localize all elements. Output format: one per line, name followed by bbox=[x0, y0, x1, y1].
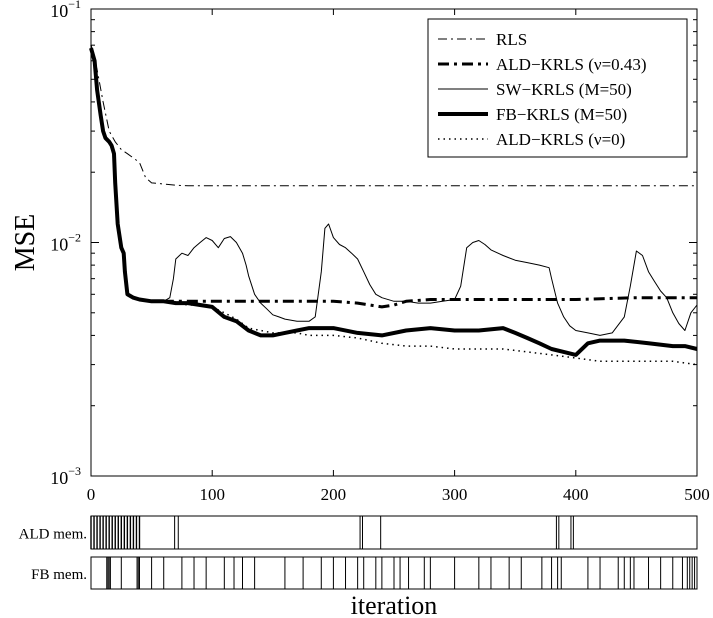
x-tick-label: 300 bbox=[442, 485, 468, 504]
legend-label-sw-krls-m-50: SW−KRLS (M=50) bbox=[496, 80, 632, 99]
fb-strip-label: FB mem. bbox=[31, 567, 87, 583]
x-axis-label: iteration bbox=[351, 591, 438, 618]
y-tick-label: 10−3 bbox=[50, 464, 81, 488]
mse-chart: 0 100 200 300 400 500 10−3 10−2 10−1 MSE RLS ALD−… bbox=[10, 0, 710, 504]
x-tick-label: 200 bbox=[321, 485, 347, 504]
legend-box bbox=[427, 18, 688, 158]
x-tick-label: 100 bbox=[199, 485, 225, 504]
series-line-rls bbox=[90, 45, 697, 187]
series-group bbox=[89, 45, 698, 366]
ald-memory-strip: ALD mem. bbox=[19, 515, 698, 550]
x-tick-label: 0 bbox=[87, 485, 96, 504]
x-tick-label: 500 bbox=[684, 485, 710, 504]
y-axis-label: MSE bbox=[10, 214, 41, 272]
legend: RLS ALD−KRLS (ν=0.43) SW−KRLS (M=50) FB−KRL… bbox=[427, 18, 688, 158]
x-tick-label: 400 bbox=[563, 485, 589, 504]
legend-label-ald-krls-0-43: ALD−KRLS (ν=0.43) bbox=[496, 55, 647, 74]
fb-event-group bbox=[106, 557, 696, 589]
y-tick-label: 10−2 bbox=[50, 231, 81, 255]
legend-label-fb-krls-m-50: FB−KRLS (M=50) bbox=[496, 105, 627, 124]
fb-memory-strip: FB mem. bbox=[31, 556, 698, 590]
legend-label-ald-krls-0: ALD−KRLS (ν=0) bbox=[496, 130, 625, 149]
legend-label-rls: RLS bbox=[496, 30, 527, 49]
ald-strip-label: ALD mem. bbox=[19, 527, 87, 543]
tick-group: 0 100 200 300 400 500 10−3 10−2 10−1 bbox=[50, 0, 710, 504]
ald-event-group bbox=[90, 516, 574, 549]
ald-strip-frame bbox=[90, 515, 698, 550]
y-tick-label: 10−1 bbox=[50, 0, 81, 21]
